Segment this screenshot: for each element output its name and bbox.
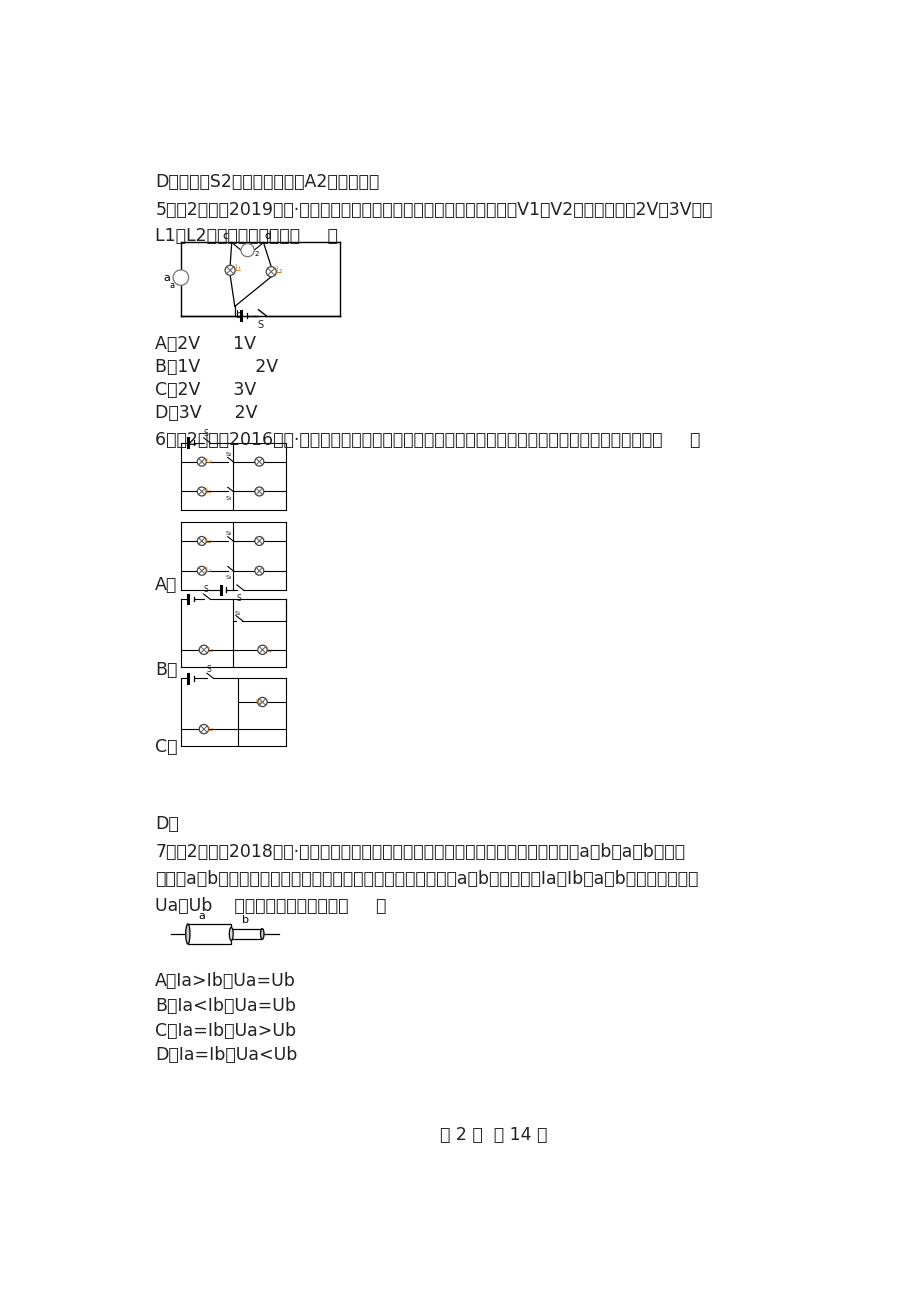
Circle shape bbox=[266, 267, 276, 277]
Circle shape bbox=[255, 536, 264, 546]
Text: V: V bbox=[244, 246, 250, 255]
Text: L₂: L₂ bbox=[206, 458, 212, 465]
Text: S₁: S₁ bbox=[234, 611, 241, 616]
Text: C．2V      3V: C．2V 3V bbox=[155, 381, 256, 400]
Text: a: a bbox=[199, 911, 205, 921]
Text: D．Ia=Ib、Ua<Ub: D．Ia=Ib、Ua<Ub bbox=[155, 1047, 298, 1064]
Text: S₃: S₃ bbox=[226, 496, 233, 501]
Circle shape bbox=[255, 457, 264, 466]
Text: a: a bbox=[163, 272, 170, 283]
Text: B．: B． bbox=[155, 660, 177, 678]
Text: C．Ia=Ib、Ua>Ub: C．Ia=Ib、Ua>Ub bbox=[155, 1022, 296, 1040]
Text: L1和L2两端的电压分别为（     ）: L1和L2两端的电压分别为（ ） bbox=[155, 227, 338, 245]
Text: D．: D． bbox=[155, 815, 179, 832]
Circle shape bbox=[255, 566, 264, 575]
Text: D．3V      2V: D．3V 2V bbox=[155, 404, 257, 422]
Text: S₃: S₃ bbox=[226, 575, 233, 581]
Text: V: V bbox=[177, 273, 184, 283]
Text: L₁: L₁ bbox=[234, 264, 242, 273]
Text: L₂: L₂ bbox=[267, 647, 273, 652]
Text: L₂: L₂ bbox=[255, 699, 262, 704]
Text: S: S bbox=[206, 665, 211, 673]
Text: b: b bbox=[242, 915, 248, 926]
Text: A．Ia>Ib、Ua=Ub: A．Ia>Ib、Ua=Ub bbox=[155, 973, 296, 991]
Text: 6．（2分）（2016九上·武威期中）图所示的四个电路图中，各开关都闭合后，仅有一只灯泡发光的是（     ）: 6．（2分）（2016九上·武威期中）图所示的四个电路图中，各开关都闭合后，仅有… bbox=[155, 431, 700, 449]
Text: S₂: S₂ bbox=[226, 531, 233, 536]
Circle shape bbox=[241, 243, 254, 256]
Text: B．1V          2V: B．1V 2V bbox=[155, 358, 278, 376]
Text: 7．（2分）（2018九上·盐湖期末）用一个导体制成长度相等但横截面积不同的圆柱体a和b（a和b互相连: 7．（2分）（2018九上·盐湖期末）用一个导体制成长度相等但横截面积不同的圆柱… bbox=[155, 844, 685, 861]
Text: d: d bbox=[264, 230, 270, 241]
Text: S: S bbox=[257, 320, 264, 331]
Bar bbox=[187, 924, 231, 944]
Text: 5．（2分）（2019九上·台儿庄期中）如图所示。当开关闭合时，电压表V1、V2的示数分别是2V和3V，则: 5．（2分）（2019九上·台儿庄期中）如图所示。当开关闭合时，电压表V1、V2… bbox=[155, 201, 712, 219]
Bar bbox=[231, 928, 262, 939]
Ellipse shape bbox=[229, 927, 233, 940]
Circle shape bbox=[173, 270, 188, 285]
Text: A．: A． bbox=[155, 575, 177, 594]
Text: b: b bbox=[236, 310, 243, 320]
Ellipse shape bbox=[260, 928, 264, 939]
Text: a: a bbox=[169, 281, 175, 290]
Text: 第 2 页  共 14 页: 第 2 页 共 14 页 bbox=[440, 1126, 548, 1144]
Text: L₁: L₁ bbox=[208, 727, 214, 732]
Text: L₁: L₁ bbox=[208, 647, 214, 652]
Text: S₂: S₂ bbox=[226, 452, 233, 457]
Text: Ua，Ub    ，则下列说法正确的是（     ）: Ua，Ub ，则下列说法正确的是（ ） bbox=[155, 897, 386, 915]
Ellipse shape bbox=[186, 924, 190, 944]
Text: c: c bbox=[222, 230, 228, 241]
Circle shape bbox=[199, 646, 209, 655]
Circle shape bbox=[257, 698, 267, 707]
Circle shape bbox=[197, 566, 206, 575]
Circle shape bbox=[199, 724, 209, 734]
Text: 2: 2 bbox=[255, 251, 258, 256]
Circle shape bbox=[255, 487, 264, 496]
Text: L₁: L₁ bbox=[206, 568, 212, 573]
Circle shape bbox=[257, 646, 267, 655]
Circle shape bbox=[197, 457, 206, 466]
Text: D．当开关S2断开时，电流表A2的示数变小: D．当开关S2断开时，电流表A2的示数变小 bbox=[155, 173, 380, 191]
Text: A．2V      1V: A．2V 1V bbox=[155, 335, 256, 353]
Text: C．: C． bbox=[155, 738, 177, 755]
Circle shape bbox=[225, 266, 235, 275]
Circle shape bbox=[197, 487, 206, 496]
Text: L₂: L₂ bbox=[275, 266, 282, 275]
Text: L₁: L₁ bbox=[206, 488, 212, 495]
Text: B．Ia<Ib、Ua=Ub: B．Ia<Ib、Ua=Ub bbox=[155, 997, 296, 1016]
Text: S: S bbox=[203, 430, 208, 437]
Text: 接），a比b的横截面积大，将它们接入电路中，如图所示，通过a、b电流分别为Ia，Ib，a、b两端电压分别为: 接），a比b的横截面积大，将它们接入电路中，如图所示，通过a、b电流分别为Ia，… bbox=[155, 870, 698, 888]
Text: L₂: L₂ bbox=[206, 538, 212, 544]
Text: S: S bbox=[203, 586, 208, 595]
Circle shape bbox=[197, 536, 206, 546]
Text: S: S bbox=[236, 595, 241, 603]
